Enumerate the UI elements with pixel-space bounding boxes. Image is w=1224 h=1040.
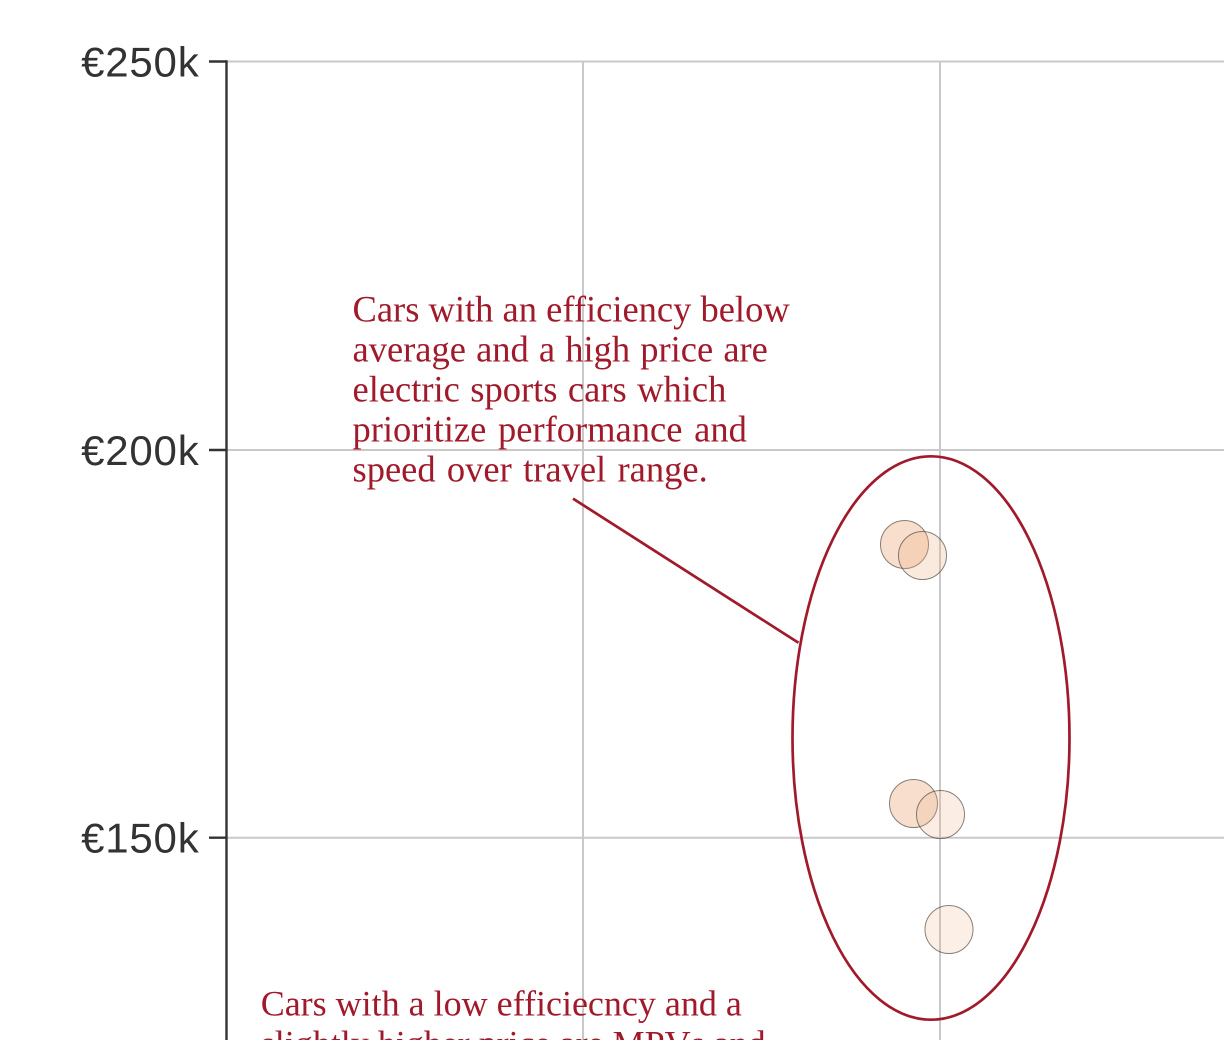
svg-text:slightly higher price are MPVs: slightly higher price are MPVs and	[261, 1024, 766, 1040]
svg-text:electric sports cars which: electric sports cars which	[353, 368, 727, 409]
svg-text:€250k: €250k	[81, 38, 200, 85]
svg-text:Cars with a low efficiecncy an: Cars with a low efficiecncy and a	[261, 983, 742, 1023]
svg-text:prioritize performance and: prioritize performance and	[353, 408, 747, 449]
svg-text:speed over travel range.: speed over travel range.	[353, 448, 708, 489]
svg-text:Cars with an efficiency below: Cars with an efficiency below	[353, 288, 791, 329]
svg-text:€150k: €150k	[81, 815, 200, 862]
svg-text:average and a high price are: average and a high price are	[353, 328, 768, 369]
svg-text:€200k: €200k	[81, 427, 200, 474]
